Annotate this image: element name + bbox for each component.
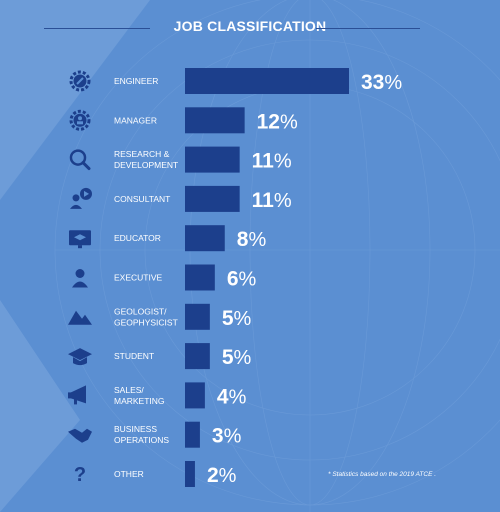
bar xyxy=(185,225,225,252)
handshake-icon xyxy=(68,428,92,443)
title-rule-right xyxy=(316,28,420,29)
bar xyxy=(185,264,215,291)
value-label: 8% xyxy=(237,228,267,251)
category-label: GEOLOGIST/GEOPHYSICIST xyxy=(114,306,178,327)
category-label: EDUCATOR xyxy=(114,233,161,243)
category-label: OTHER xyxy=(114,469,144,479)
bar xyxy=(185,343,210,370)
chalkboard-cap-icon xyxy=(69,230,91,249)
bar xyxy=(185,107,245,134)
value-label: 6% xyxy=(227,268,257,291)
bar xyxy=(185,382,205,409)
gear-person-icon xyxy=(69,109,91,131)
chart-title-wrap: JOB CLASSIFICATION xyxy=(0,18,500,40)
bar xyxy=(185,421,200,448)
category-label: STUDENT xyxy=(114,351,154,361)
value-label: 5% xyxy=(222,307,252,330)
value-label: 5% xyxy=(222,346,252,369)
question-mark-icon: ? xyxy=(74,464,86,486)
bar xyxy=(185,146,240,173)
category-label: RESEARCH & DEVELOPMENT xyxy=(114,149,178,170)
category-label: EXECUTIVE xyxy=(114,273,163,283)
bar xyxy=(185,461,195,487)
bar xyxy=(185,303,210,330)
value-label: 3% xyxy=(212,425,242,448)
title-rule-left xyxy=(44,28,150,29)
megaphone-icon xyxy=(68,385,86,405)
category-label: ENGINEER xyxy=(114,76,158,86)
category-label: MANAGER xyxy=(114,115,157,125)
value-label: 11% xyxy=(252,189,292,212)
mountain-icon xyxy=(68,310,92,325)
person-speech-icon xyxy=(70,187,92,209)
value-label: 4% xyxy=(217,385,247,408)
value-label: 2% xyxy=(207,464,237,487)
value-label: 12% xyxy=(257,110,298,133)
value-label: 11% xyxy=(252,150,292,173)
bar xyxy=(185,185,240,212)
person-icon xyxy=(72,269,88,288)
gear-pencil-icon xyxy=(69,70,91,92)
magnifier-icon xyxy=(69,149,91,171)
value-label: 33% xyxy=(361,71,402,94)
bar xyxy=(185,68,349,94)
category-label: CONSULTANT xyxy=(114,194,170,204)
category-label: SALES/MARKETING xyxy=(114,385,165,406)
footnote: * Statistics based on the 2019 ATCE . xyxy=(328,471,437,478)
graduation-cap-icon xyxy=(68,348,92,366)
svg-text:?: ? xyxy=(74,464,86,486)
chart-title: JOB CLASSIFICATION xyxy=(173,18,327,34)
category-label: BUSINESS OPERATIONS xyxy=(114,424,169,445)
